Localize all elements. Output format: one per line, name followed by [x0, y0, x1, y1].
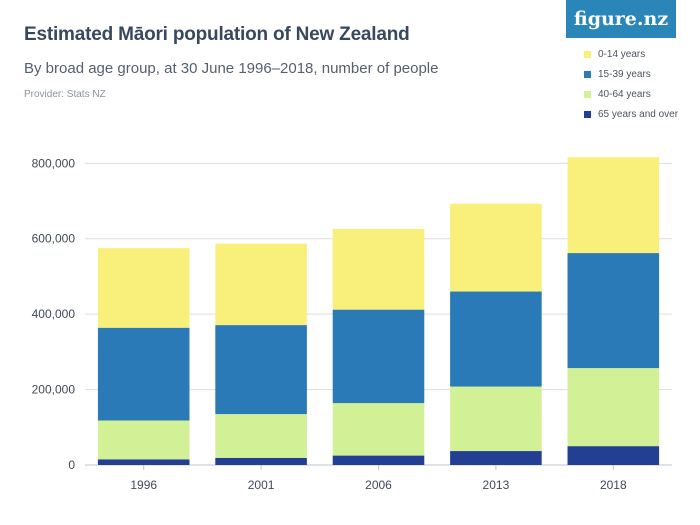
legend-swatch: [584, 90, 591, 98]
bar-segment: [332, 309, 425, 404]
bar-segment: [450, 203, 542, 292]
bar-segment: [97, 327, 190, 421]
y-tick-label: 600,000: [32, 232, 76, 246]
legend-label: 15-39 years: [598, 68, 651, 80]
legend-item-65-plus: 65 years and over: [584, 104, 678, 124]
legend-swatch: [584, 50, 591, 58]
legend-swatch: [584, 70, 591, 78]
legend-label: 65 years and over: [598, 108, 679, 120]
bar-segment: [450, 386, 542, 452]
bar-segment: [215, 414, 307, 458]
y-tick-label: 200,000: [32, 383, 76, 397]
bar-segment: [332, 228, 425, 310]
x-tick-label: 2018: [600, 478, 627, 492]
y-tick-label: 0: [68, 458, 75, 472]
provider-credit: Provider: Stats NZ: [24, 89, 106, 100]
x-tick-label: 2006: [365, 478, 392, 492]
legend-item-0-14: 0-14 years: [584, 44, 678, 64]
bar-segment: [97, 420, 190, 460]
legend-swatch: [584, 110, 591, 118]
chart-title: Estimated Māori population of New Zealan…: [24, 24, 410, 45]
bar-segment: [215, 243, 307, 326]
figure-nz-logo[interactable]: figure.nz: [566, 0, 676, 38]
bar-segment: [97, 459, 190, 465]
bar-segment: [215, 457, 307, 465]
bar-segment: [450, 451, 542, 465]
bar-segment: [567, 253, 660, 369]
bar-segment: [567, 368, 660, 447]
x-tick-label: 2001: [248, 478, 275, 492]
x-tick-label: 2013: [483, 478, 510, 492]
legend-item-40-64: 40-64 years: [584, 84, 678, 104]
bar-segment: [450, 291, 542, 387]
bar-segment: [567, 446, 660, 465]
chart-legend: 0-14 years 15-39 years 40-64 years 65 ye…: [584, 44, 678, 124]
y-tick-label: 800,000: [32, 156, 76, 170]
y-tick-label: 400,000: [32, 307, 76, 321]
bar-segment: [215, 325, 307, 415]
legend-label: 40-64 years: [598, 88, 651, 100]
bar-segment: [97, 248, 190, 328]
legend-item-15-39: 15-39 years: [584, 64, 678, 84]
bar-segment: [332, 403, 425, 456]
bar-segment: [332, 455, 425, 465]
chart-subtitle: By broad age group, at 30 June 1996–2018…: [24, 60, 439, 77]
x-tick-label: 1996: [130, 478, 157, 492]
bar-segment: [567, 157, 660, 254]
legend-label: 0-14 years: [598, 48, 646, 60]
